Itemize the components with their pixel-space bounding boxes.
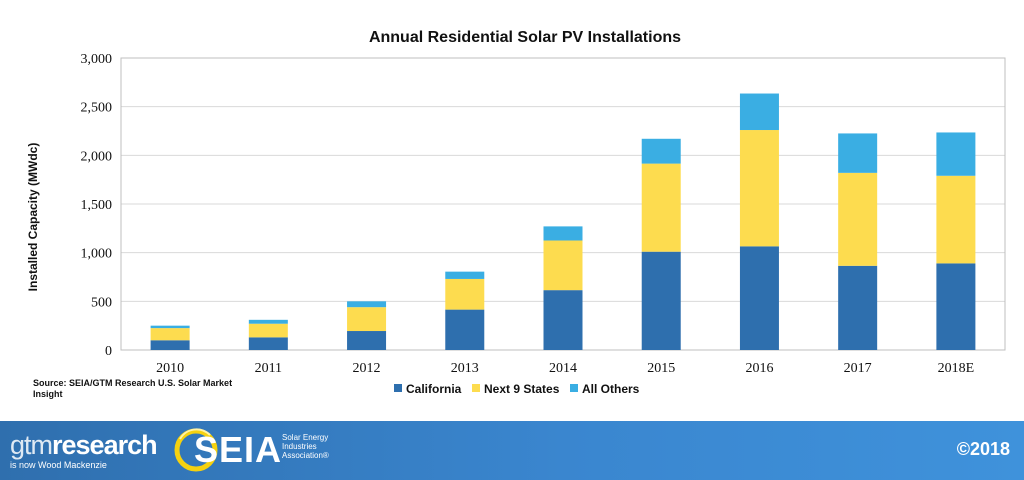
bar-california-2016: [739, 246, 779, 350]
seia-tagline: Solar Energy Industries Association®: [282, 433, 342, 460]
gtm-logo-text-gtm: gtm: [10, 430, 53, 460]
legend-label: All Others: [582, 382, 640, 396]
y-tick-label: 0: [105, 344, 112, 359]
bar-all-others-2018e: [936, 132, 976, 176]
bar-california-2018e: [936, 263, 976, 350]
x-tick-label: 2018E: [938, 361, 975, 376]
bar-all-others-2016: [739, 93, 779, 131]
seia-tagline-3: Association®: [282, 451, 329, 460]
bar-california-2012: [347, 331, 387, 350]
bar-all-others-2013: [445, 271, 485, 279]
bar-next-9-states-2017: [838, 172, 878, 266]
bar-all-others-2015: [641, 138, 681, 164]
bar-all-others-2014: [543, 226, 583, 241]
bar-all-others-2012: [347, 301, 387, 308]
x-tick-label: 2010: [156, 361, 184, 376]
bar-next-9-states-2013: [445, 278, 485, 310]
y-tick-label: 1,000: [81, 247, 113, 262]
bar-all-others-2011: [248, 319, 288, 324]
source-note: Source: SEIA/GTM Research U.S. Solar Mar…: [33, 378, 233, 399]
bar-next-9-states-2010: [150, 328, 190, 341]
legend-label: Next 9 States: [484, 382, 560, 396]
x-tick-label: 2016: [745, 361, 773, 376]
x-axis: 2010 2011 2012 2013 2014 2015 2016 2017 2018E: [156, 361, 974, 376]
x-tick-label: 2017: [844, 361, 872, 376]
bar-california-2014: [543, 290, 583, 350]
seia-wordmark: SEIA: [194, 429, 283, 470]
bar-california-2010: [150, 340, 190, 350]
bar-all-others-2017: [838, 133, 878, 173]
bar-next-9-states-2014: [543, 240, 583, 291]
y-axis: 0 500 1,000 1,500 2,000 2,500 3,000: [81, 52, 113, 359]
y-tick-label: 2,000: [81, 149, 113, 164]
bar-next-9-states-2012: [347, 307, 387, 332]
bar-california-2013: [445, 309, 485, 350]
seia-logo: SEIA Solar Energy Industries Association…: [170, 425, 329, 475]
legend-swatch: [472, 384, 480, 392]
seia-tagline-1: Solar Energy: [282, 433, 329, 442]
chart: Annual Residential Solar PV Installation…: [26, 29, 1006, 396]
x-tick-label: 2011: [255, 361, 282, 376]
gtm-subtitle: is now Wood Mackenzie: [10, 460, 107, 470]
x-tick-label: 2014: [549, 361, 577, 376]
gtm-logo-text-research: research: [52, 430, 158, 460]
gtm-research-logo: gtmresearch is now Wood Mackenzie: [10, 430, 158, 470]
bar-next-9-states-2015: [641, 163, 681, 252]
y-axis-label: Installed Capacity (MWdc): [26, 143, 40, 292]
x-tick-label: 2012: [353, 361, 381, 376]
y-tick-label: 3,000: [81, 52, 113, 67]
copyright-text: ©2018: [956, 439, 1010, 459]
y-tick-label: 2,500: [81, 101, 113, 116]
bars: [150, 93, 976, 350]
legend-swatch: [570, 384, 578, 392]
x-tick-label: 2013: [451, 361, 479, 376]
seia-tagline-2: Industries: [282, 442, 317, 451]
legend-label: California: [406, 382, 462, 396]
y-tick-label: 500: [91, 295, 112, 310]
bar-california-2011: [248, 337, 288, 350]
chart-title: Annual Residential Solar PV Installation…: [369, 29, 681, 46]
legend-swatch: [394, 384, 402, 392]
footer-bar: gtmresearch is now Wood Mackenzie SEIA S…: [0, 421, 1024, 480]
y-tick-label: 1,500: [81, 198, 113, 213]
x-tick-label: 2015: [647, 361, 675, 376]
bar-next-9-states-2011: [248, 323, 288, 338]
bar-next-9-states-2018e: [936, 175, 976, 264]
bar-all-others-2010: [150, 325, 190, 329]
bar-california-2015: [641, 251, 681, 350]
legend: California Next 9 States All Others: [394, 382, 640, 396]
bar-next-9-states-2016: [739, 130, 779, 247]
bar-california-2017: [838, 265, 878, 350]
sun-icon: [174, 428, 218, 472]
